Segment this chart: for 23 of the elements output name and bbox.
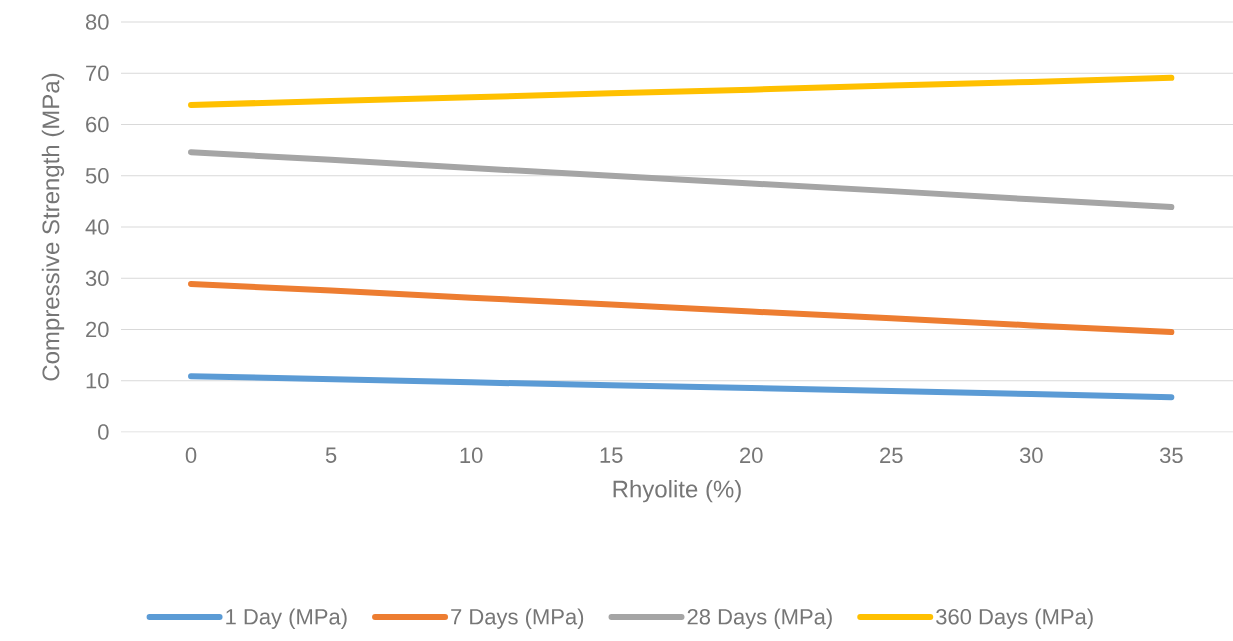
legend-label: 360 Days (MPa) <box>936 608 1093 629</box>
legend-label: 7 Days (MPa) <box>451 608 584 629</box>
legend-label: 1 Day (MPa) <box>226 608 347 629</box>
x-tick-label: 25 <box>880 447 903 464</box>
x-tick-label: 15 <box>600 447 623 463</box>
y-tick-label: 40 <box>85 219 109 235</box>
y-tick-label: 20 <box>86 321 109 338</box>
x-tick-label: 5 <box>325 447 337 463</box>
y-tick-label: 50 <box>85 167 109 184</box>
y-axis-title: Compressive Strength (MPa) <box>41 73 65 381</box>
y-tick-label: 10 <box>86 372 109 389</box>
x-tick-label: 30 <box>1019 447 1043 464</box>
x-tick-label: 35 <box>1159 447 1183 464</box>
y-tick-label: 70 <box>86 65 109 82</box>
y-tick-label: 80 <box>85 14 109 30</box>
y-tick-label: 30 <box>85 270 109 287</box>
y-tick-label: 60 <box>86 116 109 133</box>
x-tick-label: 0 <box>185 447 197 464</box>
legend-label: 28 Days (MPa) <box>687 608 832 629</box>
x-axis-title: Rhyolite (%) <box>613 479 741 503</box>
x-tick-label: 10 <box>460 447 483 464</box>
y-tick-label: 0 <box>98 424 109 440</box>
x-tick-label: 20 <box>740 447 763 464</box>
